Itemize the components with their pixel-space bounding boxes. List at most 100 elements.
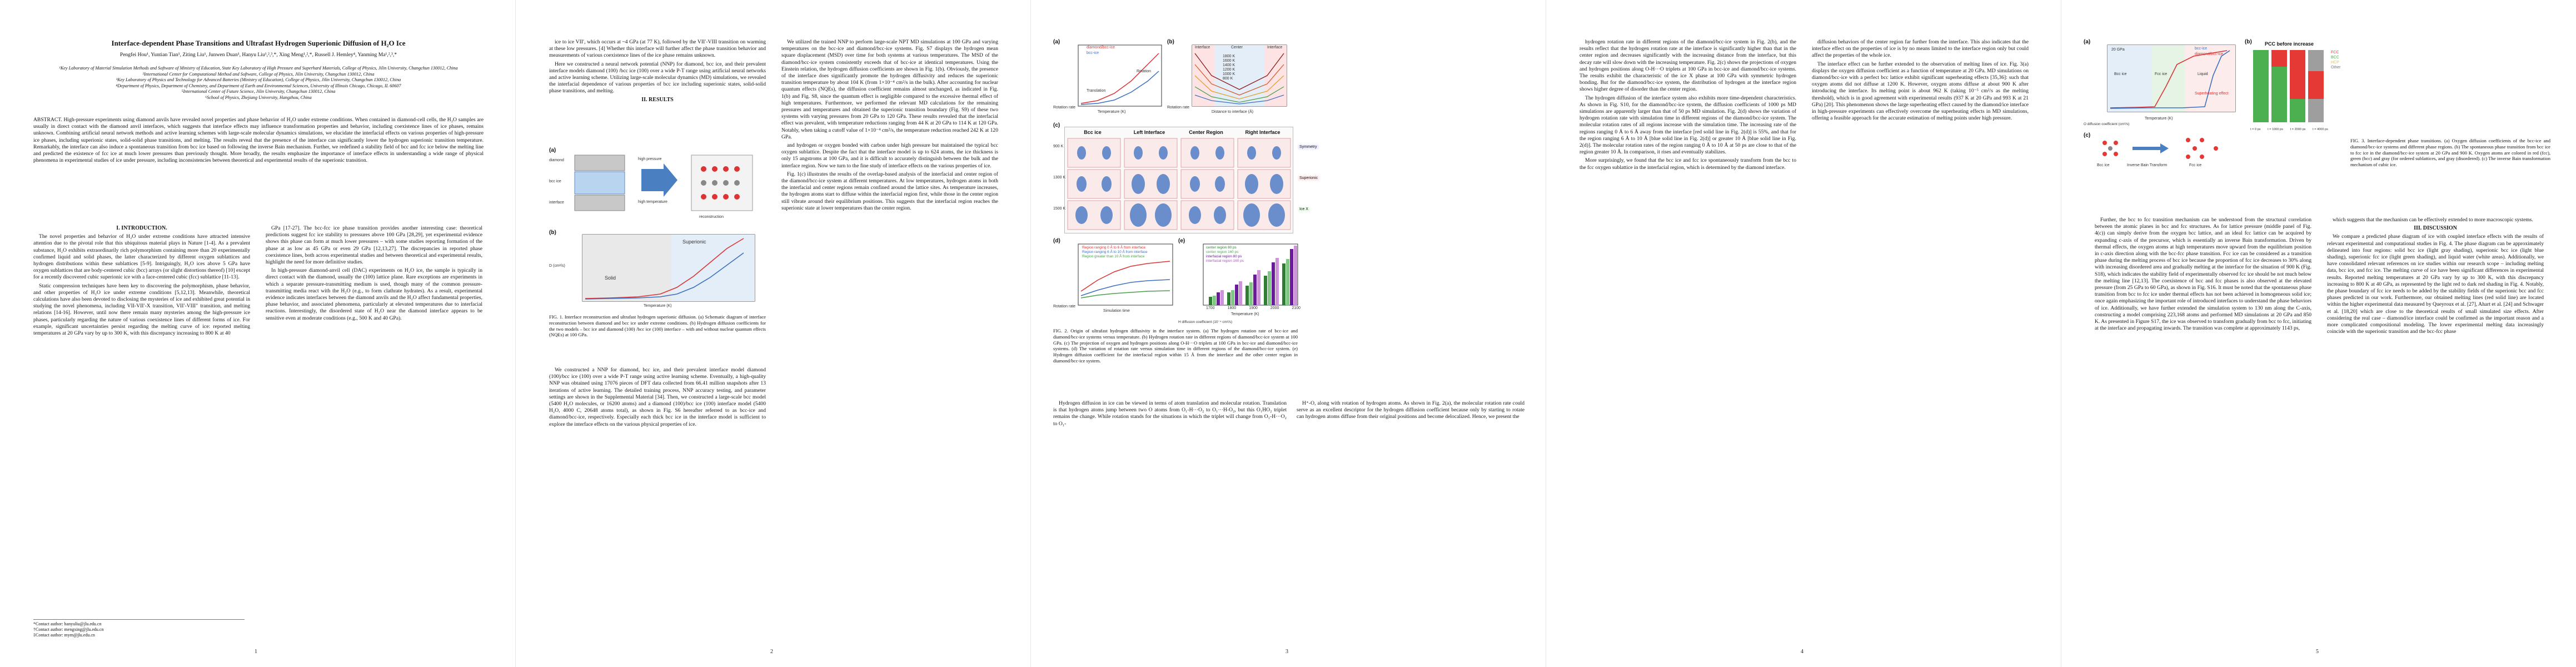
figure-2-caption: FIG. 2. Origin of ultrafast hydrogen dif…	[1053, 328, 1298, 364]
row-label: 900 K	[1053, 145, 1064, 148]
label-superheating: Superheating effect	[2195, 92, 2229, 96]
rotation-curve-bulk	[1080, 71, 1159, 105]
snapshot-fcc	[2271, 50, 2287, 67]
x-tick-label: 1900	[1249, 306, 1258, 310]
lattice-icon	[701, 166, 740, 200]
time-labels: t = 0 ps t = 1000 ps t = 2000 ps t = 400…	[2250, 128, 2328, 131]
paragraph: GPa [17-27]. The bcc-fcc ice phase trans…	[266, 225, 482, 266]
footnotes: *Contact author: hanyuliu@jlu.edu.cn †Co…	[33, 619, 245, 638]
page1-column-right: GPa [17-27]. The bcc-fcc ice phase trans…	[266, 225, 482, 323]
legend-entry: diamond/bcc-ice	[1087, 46, 1115, 49]
legend-entry: Region ranging 0 Å to 6 Å from interface	[1082, 246, 1146, 250]
plot-frame	[1078, 44, 1162, 107]
paragraph: The interface effect can be further exte…	[1812, 61, 2029, 122]
section-heading-discussion: III. DISCUSSION	[2414, 225, 2457, 232]
fcc-region	[2152, 45, 2185, 112]
legend-entry: interfacial region 80 ps	[1206, 255, 1242, 258]
x-axis-label: Temperature (K)	[1098, 110, 1126, 114]
page5-column-left: Further, the bcc to fcc transition mecha…	[2095, 217, 2311, 334]
legend-entry: Other	[2331, 66, 2341, 69]
footnote-line: *Contact author: hanyuliu@jlu.edu.cn	[33, 621, 102, 626]
oxygen-density	[1075, 146, 1285, 227]
arrow-right-icon	[2132, 143, 2169, 153]
diamond-block	[574, 195, 625, 211]
affiliation-line: ⁴Department of Physics, Department of Ch…	[116, 83, 401, 88]
affiliation-line: ²International Center for Computational …	[142, 71, 375, 77]
x-tick-labels: 1700 1800 1900 2000 2100	[1206, 306, 1301, 310]
legend-entry: center region 160 ps	[1206, 250, 1239, 254]
lattice-icon	[2186, 138, 2218, 159]
figure-3: (a) Bcc ice Fcc ice Liquid Superheating …	[2084, 39, 2556, 206]
page-number: 1	[255, 649, 257, 655]
fig2-panel-a-chart	[1078, 44, 1162, 107]
fig1-panel-b-chart	[582, 234, 755, 302]
fig2-panel-c-grid: Bcc ice Left Interface Center Region Rig…	[1064, 127, 1293, 233]
label-inverse-bain: Inverse Bain Transform	[2127, 163, 2168, 167]
label-pressure: 20 GPa	[2111, 48, 2125, 52]
fig2-panel-e-chart	[1203, 243, 1298, 306]
panel-label-b: (b)	[2245, 39, 2252, 45]
region-label: Bcc ice	[2114, 72, 2127, 76]
snapshot-bcc	[2290, 99, 2305, 122]
fig3-panel-c-mechanism	[2102, 138, 2218, 159]
region-label: Center	[1231, 46, 1243, 49]
panel-label-a: (a)	[2084, 39, 2091, 45]
panel-label-a: (a)	[549, 147, 556, 153]
column-title: Right Interface	[1245, 130, 1280, 135]
legend-entry: 800 K	[1223, 77, 1233, 81]
legend-entry: BCC	[2331, 56, 2339, 59]
figure-3-caption: FIG. 3. Interface-dependent phase transi…	[2350, 138, 2550, 168]
paragraph: We constructed a NNP for diamond, bcc ic…	[549, 367, 766, 427]
paragraph: Hydrogen diffusion in ice can be viewed …	[1053, 400, 1287, 427]
paragraph: Further, the bcc to fcc transition mecha…	[2095, 217, 2311, 332]
x-axis-label: Temperature (K)	[1231, 312, 1259, 316]
legend: center region 80 ps center region 160 ps…	[1206, 246, 1244, 263]
x-axis-label: Temperature (K)	[2145, 117, 2173, 121]
y-axis-label: H diffusion coefficient (10⁻⁴ cm²/s)	[1178, 320, 1233, 324]
section-heading-introduction: I. INTRODUCTION.	[116, 225, 167, 231]
paragraph: Here we constructed a neural network pot…	[549, 61, 766, 94]
region-label: Interface	[1195, 46, 1210, 49]
panel-label-c: (c)	[2084, 132, 2091, 138]
plot-frame	[1078, 243, 1173, 306]
page-5: (a) Bcc ice Fcc ice Liquid Superheating …	[2061, 0, 2576, 667]
panel-label-b: (b)	[1167, 39, 1174, 45]
y-axis-label: O diffusion coefficient (cm²/s)	[2084, 122, 2130, 126]
panel-label-a: (a)	[1053, 39, 1060, 45]
legend-entry: bcc-ice	[1087, 51, 1099, 55]
footnote-line: †Contact author: mengxing@jlu.edu.cn	[33, 627, 104, 632]
page1-column-left: I. INTRODUCTION. The novel properties an…	[33, 225, 250, 339]
x-tick-label: 2100	[1292, 306, 1301, 310]
rotation-curve-interface	[1080, 53, 1159, 104]
page4-column-right: diffusion behaviors of the center region…	[1812, 39, 2029, 123]
page2-column-right: We utilized the trained NNP to perform l…	[781, 39, 998, 213]
paper-authors: Pengfei Hou¹, Yuntian Tian¹, Ziting Liu¹…	[119, 52, 397, 58]
footnote-line: ‡Contact author: mym@jlu.edu.cn	[33, 633, 95, 638]
panel-label-e: (e)	[1178, 238, 1185, 244]
row-label: 1500 K	[1053, 207, 1066, 211]
page4-column-left: hydrogen rotation rate in different regi…	[1580, 39, 1796, 173]
x-axis-label: Temperature (K)	[644, 304, 672, 308]
column-title: Center Region	[1189, 130, 1223, 135]
time-label: t = 2000 ps	[2290, 128, 2306, 131]
diffusion-curve-bulk	[2110, 50, 2230, 109]
panel-label-c: (c)	[1053, 122, 1060, 128]
label-fcc-ice: Fcc ice	[2189, 163, 2202, 167]
section-heading-results: II. RESULTS	[641, 96, 674, 103]
paragraph: H⁺-O, along with rotation of hydrogen at…	[1297, 400, 1524, 420]
rotation-profile	[1194, 64, 1284, 96]
fig2-panel-b-chart	[1192, 44, 1287, 107]
diffusion-curve-interface	[2110, 50, 2228, 108]
x-axis-label: Simulation time	[1103, 309, 1130, 313]
page-3: (a) diamond/bcc-ice bcc-ice Translation …	[1030, 0, 1546, 667]
state-label: Superionic	[1298, 176, 1320, 181]
ice-block	[574, 171, 625, 195]
y-axis-label: D (cm²/s)	[549, 264, 565, 268]
region-label: Fcc ice	[2155, 72, 2168, 76]
page-1: Interface-dependent Phase Transitions an…	[0, 0, 515, 667]
page-number: 4	[1801, 649, 1803, 655]
row-label: 1300 K	[1053, 176, 1066, 180]
page3-column-left: Hydrogen diffusion in ice can be viewed …	[1053, 400, 1287, 429]
rotation-profile	[1194, 94, 1284, 104]
paragraph: We utilized the trained NNP to perform l…	[781, 39, 998, 140]
